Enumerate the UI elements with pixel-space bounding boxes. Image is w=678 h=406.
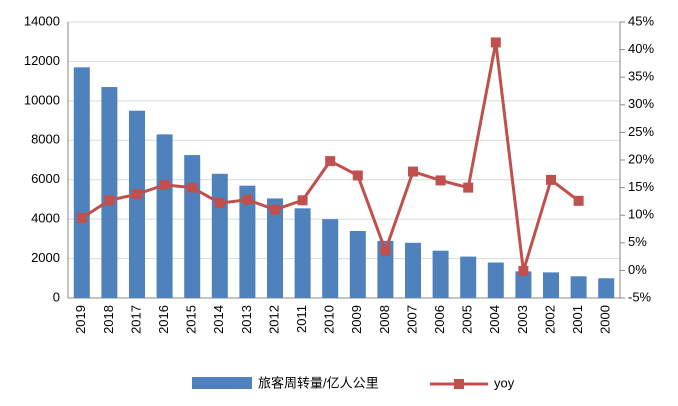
marker — [104, 195, 115, 206]
x-tick-label: 2014 — [211, 305, 226, 334]
bar — [294, 208, 311, 298]
bar — [570, 276, 587, 298]
marker — [159, 179, 170, 190]
marker — [352, 170, 363, 181]
legend-label: yoy — [494, 375, 515, 390]
x-tick-label: 2006 — [432, 305, 447, 334]
marker — [573, 195, 584, 206]
bar — [101, 87, 118, 298]
x-tick-label: 2009 — [349, 305, 364, 334]
marker — [518, 265, 529, 276]
x-tick-label: 2012 — [266, 305, 281, 334]
bar — [349, 230, 366, 298]
marker — [325, 156, 336, 167]
bar — [515, 271, 532, 298]
marker — [463, 182, 474, 193]
bar — [405, 242, 421, 298]
y2-tick-label: 0% — [628, 262, 647, 277]
x-tick-label: 2007 — [404, 305, 419, 334]
y2-tick-label: 5% — [628, 234, 647, 249]
y2-tick-label: 10% — [628, 207, 654, 222]
x-tick-label: 2019 — [73, 305, 88, 334]
marker — [435, 175, 446, 186]
y-tick-label: 12000 — [24, 53, 60, 68]
y2-tick-label: 30% — [628, 96, 654, 111]
bar — [322, 219, 339, 298]
y-tick-label: 10000 — [24, 92, 60, 107]
y-tick-label: 8000 — [31, 132, 60, 147]
y-tick-label: 6000 — [31, 171, 60, 186]
x-tick-label: 2017 — [128, 305, 143, 334]
x-tick-label: 2010 — [322, 305, 337, 334]
x-tick-label: 2016 — [156, 305, 171, 334]
y2-tick-label: 20% — [628, 151, 654, 166]
marker — [490, 37, 501, 48]
y-tick-label: 0 — [53, 289, 60, 304]
bar — [73, 67, 90, 298]
bar — [267, 198, 283, 298]
legend-label: 旅客周转量/亿人公里 — [258, 375, 379, 390]
x-tick-label: 2001 — [570, 305, 585, 334]
marker — [380, 245, 391, 256]
x-tick-label: 2000 — [598, 305, 613, 334]
legend-swatch — [454, 379, 464, 389]
marker — [270, 204, 280, 215]
x-tick-label: 2004 — [487, 305, 502, 334]
y2-tick-label: 15% — [628, 179, 654, 194]
bar — [129, 110, 145, 298]
x-tick-label: 2018 — [101, 305, 116, 334]
x-tick-label: 2011 — [294, 305, 309, 333]
y2-tick-label: 45% — [628, 13, 654, 28]
legend-swatch — [192, 377, 252, 389]
x-tick-label: 2013 — [239, 305, 254, 334]
y2-tick-label: 35% — [628, 69, 654, 84]
y2-tick-label: 25% — [628, 124, 654, 139]
marker — [187, 182, 198, 193]
x-tick-label: 2002 — [542, 305, 557, 334]
bar — [432, 250, 449, 298]
marker — [76, 212, 87, 223]
marker — [546, 174, 556, 185]
marker — [408, 166, 418, 177]
bar — [487, 262, 504, 298]
marker — [214, 198, 225, 209]
bar — [460, 256, 477, 298]
y2-tick-label: -5% — [628, 289, 652, 304]
marker — [297, 195, 308, 206]
y-tick-label: 4000 — [31, 211, 60, 226]
x-tick-label: 2003 — [515, 305, 530, 334]
bar — [598, 278, 615, 298]
y2-tick-label: 40% — [628, 41, 654, 56]
bar — [543, 272, 559, 298]
marker — [242, 194, 253, 205]
bar — [239, 185, 256, 298]
x-tick-label: 2008 — [377, 305, 392, 334]
bar — [156, 134, 173, 298]
marker — [132, 189, 142, 200]
x-tick-label: 2005 — [460, 305, 475, 334]
y-tick-label: 14000 — [24, 13, 60, 28]
bar — [211, 173, 228, 298]
x-tick-label: 2015 — [184, 305, 199, 334]
bar — [184, 155, 201, 298]
y-tick-label: 2000 — [31, 250, 60, 265]
